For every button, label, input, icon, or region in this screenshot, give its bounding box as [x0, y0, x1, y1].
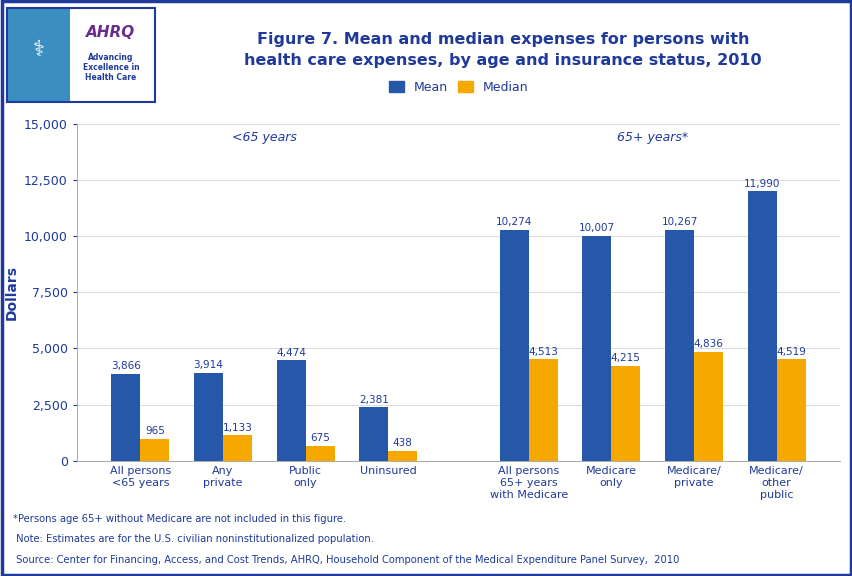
Text: 438: 438: [392, 438, 412, 448]
Text: 1,133: 1,133: [222, 423, 252, 433]
Text: 4,474: 4,474: [276, 347, 306, 358]
Text: 3,914: 3,914: [193, 360, 223, 370]
Bar: [112, 374, 141, 461]
Bar: [528, 359, 557, 461]
Bar: [694, 352, 722, 461]
Text: Source: Center for Financing, Access, and Cost Trends, AHRQ, Household Component: Source: Center for Financing, Access, an…: [13, 555, 678, 565]
Text: 3,866: 3,866: [111, 361, 141, 372]
Text: 10,274: 10,274: [496, 217, 532, 228]
Text: 10,007: 10,007: [579, 223, 614, 233]
Text: <65 years: <65 years: [232, 131, 296, 144]
Bar: [665, 230, 694, 461]
Text: 10,267: 10,267: [660, 218, 697, 228]
Bar: [141, 439, 169, 461]
Text: Note: Estimates are for the U.S. civilian noninstitutionalized population.: Note: Estimates are for the U.S. civilia…: [13, 535, 373, 544]
Bar: [611, 366, 640, 461]
FancyBboxPatch shape: [71, 8, 155, 103]
Text: 11,990: 11,990: [743, 179, 780, 189]
Bar: [305, 446, 334, 461]
Bar: [222, 435, 251, 461]
Text: Figure 7. Mean and median expenses for persons with
health care expenses, by age: Figure 7. Mean and median expenses for p…: [244, 32, 761, 68]
Text: 65+ years*: 65+ years*: [616, 131, 688, 144]
Text: 4,519: 4,519: [775, 347, 805, 357]
Text: 4,215: 4,215: [610, 354, 640, 363]
Text: 965: 965: [145, 426, 164, 437]
Text: 4,513: 4,513: [527, 347, 557, 357]
Bar: [194, 373, 222, 461]
Text: 4,836: 4,836: [693, 339, 722, 350]
Text: Advancing
Excellence in
Health Care: Advancing Excellence in Health Care: [83, 52, 139, 82]
Text: *Persons age 65+ without Medicare are not included in this figure.: *Persons age 65+ without Medicare are no…: [13, 514, 346, 524]
FancyBboxPatch shape: [7, 8, 71, 103]
Text: ⚕: ⚕: [32, 40, 44, 60]
Text: AHRQ: AHRQ: [86, 25, 135, 40]
Bar: [276, 361, 305, 461]
Legend: Mean, Median: Mean, Median: [383, 76, 532, 99]
Bar: [775, 359, 804, 461]
Text: 2,381: 2,381: [359, 395, 389, 404]
Bar: [359, 407, 388, 461]
Bar: [747, 191, 775, 461]
Bar: [582, 236, 611, 461]
Bar: [499, 230, 528, 461]
Bar: [388, 451, 417, 461]
Text: 675: 675: [310, 433, 330, 443]
Y-axis label: Dollars: Dollars: [4, 265, 18, 320]
